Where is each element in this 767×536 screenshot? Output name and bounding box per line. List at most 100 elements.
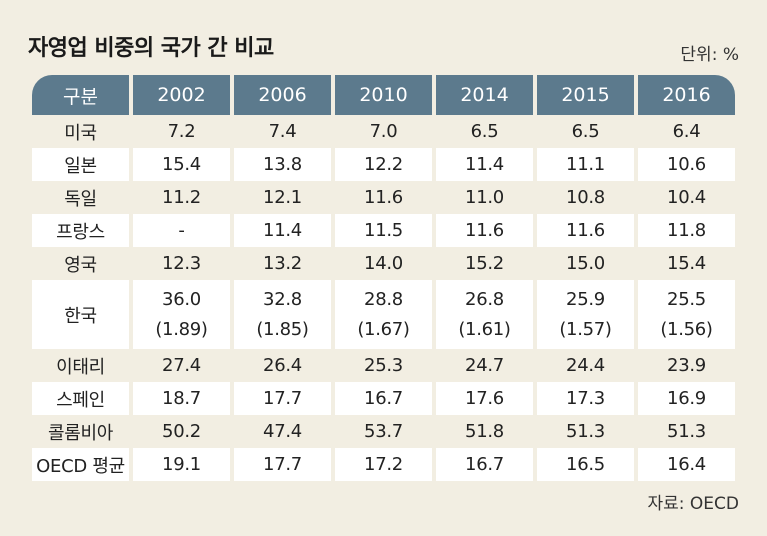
value-cell: 11.2 (162, 187, 201, 208)
header-cell-year: 2016 (638, 75, 735, 115)
source-note: 자료: OECD (647, 494, 740, 514)
value-cell: 13.8 (234, 148, 331, 181)
country-cell: 스페인 (32, 382, 129, 415)
country-cell: OECD 평균 (32, 448, 129, 481)
value-cell: 12.2 (335, 148, 432, 181)
value-cell: 11.5 (335, 214, 432, 247)
value-cell: 7.0 (369, 121, 398, 142)
header-cell-year: 2002 (133, 75, 230, 115)
value-cell: 17.6 (436, 382, 533, 415)
value-cell: 13.2 (263, 253, 302, 274)
table-row: 콜롬비아 50.2 47.4 53.7 51.8 51.3 51.3 (32, 415, 735, 448)
value-main: 25.5 (667, 288, 706, 310)
table-row: 일본 15.4 13.8 12.2 11.4 11.1 10.6 (32, 148, 735, 181)
value-cell: 16.5 (537, 448, 634, 481)
value-main: 28.8 (364, 288, 403, 310)
value-cell: 11.4 (234, 214, 331, 247)
value-cell: 7.2 (167, 121, 196, 142)
table-row: 한국 36.0 (1.89) 32.8 (1.85) 28.8 (1.67) 2… (32, 280, 735, 349)
value-cell: 24.4 (566, 355, 605, 376)
value-cell: 16.7 (436, 448, 533, 481)
table-row: 독일 11.2 12.1 11.6 11.0 10.8 10.4 (32, 181, 735, 214)
value-cell: 15.2 (465, 253, 504, 274)
value-cell: 26.4 (263, 355, 302, 376)
value-main: 36.0 (162, 288, 201, 310)
value-cell: 17.3 (537, 382, 634, 415)
value-cell: 10.6 (638, 148, 735, 181)
value-main: 26.8 (465, 288, 504, 310)
value-cell: - (133, 214, 230, 247)
country-cell: 한국 (32, 280, 129, 349)
header-cell-year: 2006 (234, 75, 331, 115)
value-cell: 11.8 (638, 214, 735, 247)
value-cell: 15.4 (133, 148, 230, 181)
value-cell: 17.7 (234, 382, 331, 415)
value-sub: (1.85) (256, 318, 309, 340)
value-cell: 10.4 (667, 187, 706, 208)
value-cell: 6.5 (470, 121, 499, 142)
value-cell: 47.4 (263, 421, 302, 442)
table-row: OECD 평균 19.1 17.7 17.2 16.7 16.5 16.4 (32, 448, 735, 481)
value-main: 25.9 (566, 288, 605, 310)
header-cell-year: 2010 (335, 75, 432, 115)
value-cell: 19.1 (133, 448, 230, 481)
value-cell: 51.3 (667, 421, 706, 442)
country-cell: 콜롬비아 (47, 422, 114, 444)
value-cell: 12.1 (263, 187, 302, 208)
value-cell: 11.6 (436, 214, 533, 247)
value-cell: 53.7 (364, 421, 403, 442)
value-main: 32.8 (263, 288, 302, 310)
value-cell: 12.3 (162, 253, 201, 274)
value-cell: 11.4 (436, 148, 533, 181)
country-cell: 프랑스 (32, 214, 129, 247)
value-cell: 11.6 (364, 187, 403, 208)
value-cell: 11.6 (537, 214, 634, 247)
page-title: 자영업 비중의 국가 간 비교 (28, 36, 274, 61)
value-sub: (1.89) (155, 318, 208, 340)
value-cell: 10.8 (566, 187, 605, 208)
value-sub: (1.56) (660, 318, 713, 340)
country-cell: 영국 (64, 254, 97, 276)
table-row: 스페인 18.7 17.7 16.7 17.6 17.3 16.9 (32, 382, 735, 415)
value-sub: (1.57) (559, 318, 612, 340)
country-cell: 독일 (64, 188, 97, 210)
value-cell: 25.3 (364, 355, 403, 376)
value-cell: 51.8 (465, 421, 504, 442)
header-cell-category: 구분 (32, 75, 129, 115)
value-cell: 11.0 (465, 187, 504, 208)
value-cell: 7.4 (268, 121, 297, 142)
value-cell: 15.4 (667, 253, 706, 274)
value-cell: 16.9 (638, 382, 735, 415)
value-cell: 25.5 (1.56) (638, 280, 735, 349)
value-sub: (1.61) (458, 318, 511, 340)
country-cell: 미국 (64, 122, 97, 144)
value-cell: 23.9 (667, 355, 706, 376)
header-cell-year: 2014 (436, 75, 533, 115)
country-cell: 이태리 (56, 356, 105, 378)
value-cell: 32.8 (1.85) (234, 280, 331, 349)
value-cell: 16.7 (335, 382, 432, 415)
value-cell: 50.2 (162, 421, 201, 442)
header-cell-year: 2015 (537, 75, 634, 115)
value-cell: 25.9 (1.57) (537, 280, 634, 349)
value-sub: (1.67) (357, 318, 410, 340)
value-cell: 28.8 (1.67) (335, 280, 432, 349)
unit-label: 단위: % (680, 45, 739, 65)
value-cell: 26.8 (1.61) (436, 280, 533, 349)
value-cell: 11.1 (537, 148, 634, 181)
value-cell: 15.0 (566, 253, 605, 274)
table-row: 영국 12.3 13.2 14.0 15.2 15.0 15.4 (32, 247, 735, 280)
value-cell: 6.4 (672, 121, 701, 142)
value-cell: 16.4 (638, 448, 735, 481)
value-cell: 6.5 (571, 121, 600, 142)
value-cell: 24.7 (465, 355, 504, 376)
table-row: 프랑스 - 11.4 11.5 11.6 11.6 11.8 (32, 214, 735, 247)
value-cell: 27.4 (162, 355, 201, 376)
header-row: 구분 2002 2006 2010 2014 2015 2016 (32, 75, 735, 115)
table-row: 미국 7.2 7.4 7.0 6.5 6.5 6.4 (32, 115, 735, 148)
table-row: 이태리 27.4 26.4 25.3 24.7 24.4 23.9 (32, 349, 735, 382)
value-cell: 36.0 (1.89) (133, 280, 230, 349)
value-cell: 17.2 (335, 448, 432, 481)
value-cell: 18.7 (133, 382, 230, 415)
value-cell: 14.0 (364, 253, 403, 274)
